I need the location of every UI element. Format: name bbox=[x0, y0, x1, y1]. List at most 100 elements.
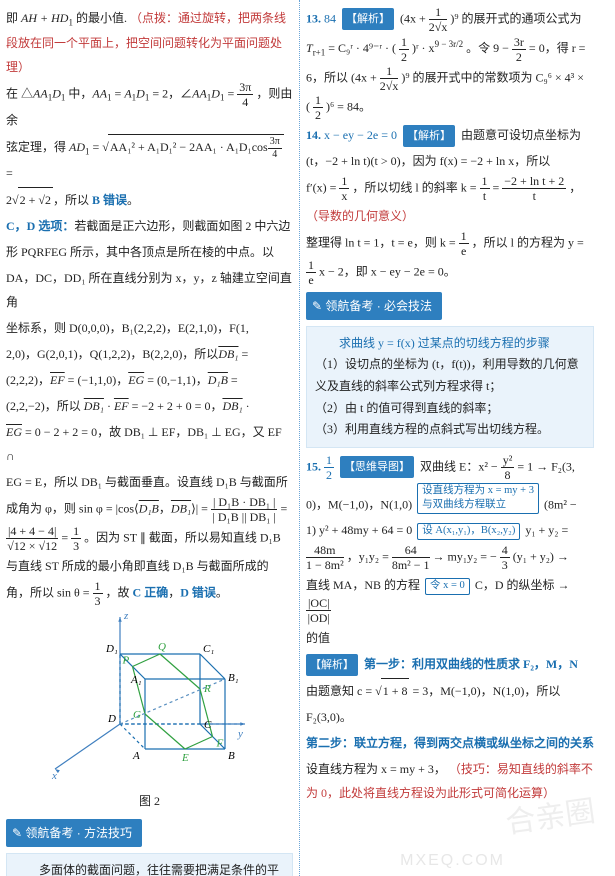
txt: 由题意知 c = bbox=[306, 684, 375, 698]
txt: ，所以 l 的方程为 y = bbox=[472, 235, 584, 249]
p-left-9: 2,0)，G(2,0,1)，Q(1,2,2)，B(2,2,0)，所以DB₁ = bbox=[6, 342, 293, 366]
txt: = (−1,1,0)， bbox=[65, 373, 129, 387]
txt: = (0,−1,1)， bbox=[144, 373, 208, 387]
txt: 的最小值. bbox=[76, 11, 127, 25]
q13-line3: 6，所以 (4x + 12√x )⁹ 的展开式中的常数项为 C₉⁶ × 4³ × bbox=[306, 65, 594, 92]
figure-cube: zxyABCDA₁B₁C₁D₁EFGPQR 图 2 bbox=[6, 609, 293, 813]
txt: )ʳ · x bbox=[412, 41, 435, 55]
p-left-14: 成角为 φ，则 sin φ = |cos⟨D₁B，DB₁⟩| = | D₁B ·… bbox=[6, 496, 293, 523]
frac-43: 43 bbox=[500, 544, 510, 571]
frac-half: 12 bbox=[399, 36, 409, 63]
q14-line1: 14. x − ey − 2e = 0 【解析】 由题意可设切点坐标为 bbox=[306, 123, 594, 147]
txt: y₁ + y₂ = bbox=[525, 523, 568, 537]
cd-option-label: C，D 选项： bbox=[6, 219, 74, 233]
vec: EG bbox=[128, 373, 144, 387]
q15-line1: 15. 12 【思维导图】 双曲线 E：x² − y²8 = 1 → F₂(3, bbox=[306, 454, 594, 481]
svg-text:z: z bbox=[123, 610, 129, 622]
section-head-skill: ✎ 领航备考 · 必会技法 bbox=[306, 292, 442, 320]
txt: AA₁² + A₁D₁² − 2AA₁ · A₁D₁cos bbox=[110, 140, 268, 154]
q14-answer: x − ey − 2e = 0 bbox=[324, 128, 397, 142]
de: 4 bbox=[237, 95, 253, 108]
figure-caption: 图 2 bbox=[6, 789, 293, 813]
step-title-2: 第二步：联立方程，得到两交点横或纵坐标之间的关系 bbox=[306, 731, 594, 755]
frac-mid: |4 + 4 − 4|√12 × √12 bbox=[6, 525, 58, 552]
nu: y² bbox=[501, 454, 515, 468]
txt: ，y₁y₂ = bbox=[347, 550, 392, 564]
nu: 1 bbox=[399, 36, 409, 50]
sub: 1 bbox=[68, 17, 73, 27]
frac-13b: 13 bbox=[93, 580, 103, 607]
vec: D₁B bbox=[139, 501, 159, 515]
tip-line: （3）利用直线方程的点斜式写出切线方程。 bbox=[315, 419, 585, 441]
analysis-label: 【解析】 bbox=[403, 125, 455, 147]
sup: 9 − 3r/2 bbox=[435, 39, 464, 49]
txt: D bbox=[211, 87, 220, 101]
q15-line5: 直线 MA，NB 的方程 令 x = 0 C，D 的纵坐标 → |OC||OD| bbox=[306, 573, 594, 624]
q13-line2: Tr+1 = C₉ʳ · 4⁹⁻ʳ · ( 12 )ʳ · x9 − 3r/2 … bbox=[306, 35, 594, 63]
p-left-4: 22 + √2，所以 B 错误。 bbox=[6, 187, 293, 212]
cube-svg: zxyABCDA₁B₁C₁D₁EFGPQR bbox=[50, 609, 250, 779]
nu: 64 bbox=[392, 544, 430, 558]
p-left-15: |4 + 4 − 4|√12 × √12 = 13 。因为 ST ∥ 截面，所以… bbox=[6, 525, 293, 552]
q-number: 14. bbox=[306, 128, 321, 142]
svg-text:E: E bbox=[181, 752, 189, 764]
q14-note: （导数的几何意义） bbox=[306, 204, 594, 228]
svg-text:D₁: D₁ bbox=[105, 643, 118, 655]
frac-13a: 13 bbox=[71, 525, 81, 552]
frac-1t: 1t bbox=[480, 175, 490, 202]
txt: AA bbox=[92, 87, 107, 101]
page: 即 AH + HD1 的最小值. （点拨：通过旋转，把两条线段放在同一个平面上，… bbox=[0, 0, 615, 876]
de: 4 bbox=[268, 149, 282, 160]
svg-text:C₁: C₁ bbox=[203, 643, 214, 655]
vec: EF bbox=[50, 373, 65, 387]
nu: 3π bbox=[237, 81, 253, 95]
tip-line: （1）设切点的坐标为 (t，f(t))，利用导数的几何意义及直线的斜率公式列方程… bbox=[315, 354, 585, 397]
txt: 由题意可设切点坐标为 bbox=[461, 128, 581, 142]
q15-line7: F₂(3,0)。 bbox=[306, 705, 594, 729]
mini-box-1: 设直线方程为 x = my + 3 与双曲线方程联立 bbox=[417, 483, 539, 514]
txt: ， bbox=[168, 585, 180, 599]
tip-title: 求曲线 y = f(x) 过某点的切线方程的步骤 bbox=[315, 333, 585, 355]
txt: = bbox=[224, 87, 237, 101]
mini-box-3: 令 x = 0 bbox=[425, 578, 470, 595]
nu: 1 bbox=[324, 454, 334, 468]
nu: 1 bbox=[339, 175, 349, 189]
p-left-2: 在 △AA1D1 中，AA1 = A1D1 = 2，∠AA1D1 = 3π4 ，… bbox=[6, 81, 293, 132]
q13-answer: 84 bbox=[324, 11, 336, 25]
txt: 直线 MA，NB 的方程 bbox=[306, 578, 423, 592]
analysis-label: 【解析】 bbox=[342, 8, 394, 30]
q-number: 13. bbox=[306, 11, 321, 25]
txt: AA bbox=[192, 87, 207, 101]
txt: · bbox=[243, 399, 250, 413]
txt: 2 + √2 bbox=[18, 187, 53, 212]
svg-text:A: A bbox=[132, 750, 140, 762]
txt: 角，所以 sin θ = bbox=[6, 585, 93, 599]
txt: 1 + 8 bbox=[381, 678, 410, 703]
sqrt-18: 1 + 8 bbox=[375, 678, 409, 703]
p-left-13: EG = E，所以 DB₁ 与截面垂直。设直线 D₁B 与截面所 bbox=[6, 470, 293, 494]
tip-line: 多面体的截面问题，往往需要把满足条件的平面 bbox=[15, 860, 284, 876]
txt: = 0，得 r = bbox=[529, 41, 586, 55]
p-left-12: EG = 0 − 2 + 2 = 0，故 DB₁ ⊥ EF，DB₁ ⊥ EG，又… bbox=[6, 420, 293, 468]
txt: ⟩| = bbox=[191, 501, 211, 515]
txt: 2,0)，G(2,0,1)，Q(1,2,2)，B(2,2,0)，所以 bbox=[6, 347, 218, 361]
txt: 设直线方程为 x = my + 3， bbox=[306, 762, 446, 776]
vec: EG bbox=[6, 425, 22, 439]
txt: = bbox=[90, 140, 103, 154]
txt: 。 bbox=[127, 193, 139, 207]
txt: 整理得 ln t = 1，t = e，则 k = bbox=[306, 235, 459, 249]
mini-box-2: 设 A(x₁,y₁)，B(x₂,y₂) bbox=[417, 523, 520, 540]
txt: ， bbox=[569, 180, 581, 194]
nu: 1 bbox=[380, 65, 399, 79]
de: | D₁B || DB₁ | bbox=[211, 510, 278, 523]
frac-64: 648m² − 1 bbox=[392, 544, 430, 571]
sub: r+1 bbox=[313, 47, 326, 57]
frac-1e: 1e bbox=[459, 230, 469, 257]
nu: | D₁B · DB₁ | bbox=[211, 496, 278, 510]
vec: DB₁ bbox=[218, 347, 238, 361]
q14-line3: f′(x) = 1x ，所以切线 l 的斜率 k = 1t = −2 + ln … bbox=[306, 175, 594, 202]
p-left-16: 与直线 ST 所成的最小角即直线 D₁B 与截面所成的 bbox=[6, 554, 293, 578]
tip-box-skill: 求曲线 y = f(x) 过某点的切线方程的步骤 （1）设切点的坐标为 (t，f… bbox=[306, 326, 594, 448]
txt: = bbox=[228, 373, 238, 387]
nu: −2 + ln t + 2 bbox=[502, 175, 566, 189]
